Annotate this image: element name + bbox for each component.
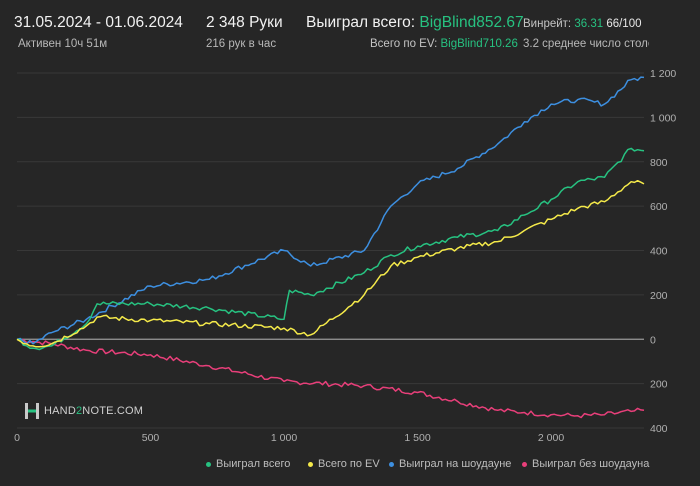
hands-per-hour: 216 рук в час	[206, 38, 277, 50]
series-ev	[16, 179, 645, 348]
ev-total: Всего по EV: BigBlind710.26	[370, 38, 518, 50]
hand2note-logo-icon	[25, 403, 39, 419]
won-total: Выиграл всего: BigBlind852.67	[306, 14, 524, 32]
chart-legend: Выиграл всего Всего по EV Выиграл на шоу…	[0, 458, 700, 474]
y-tick-label: 400	[650, 423, 668, 435]
legend-dot-icon	[522, 461, 527, 467]
series-non-showdown	[16, 338, 645, 419]
y-tick-label: 1 000	[650, 112, 676, 124]
legend-item-ev[interactable]: Всего по EV	[308, 458, 380, 470]
y-tick-label: 200	[650, 379, 668, 391]
legend-item-won-total[interactable]: Выиграл всего	[206, 458, 290, 470]
legend-dot-icon	[206, 461, 211, 467]
legend-item-showdown[interactable]: Выиграл на шоудауне	[389, 458, 511, 470]
ev-total-label: Всего по EV:	[370, 38, 438, 50]
y-tick-label: 600	[650, 201, 668, 213]
y-tick-label: 1 200	[650, 68, 676, 80]
won-total-label: Выиграл всего:	[306, 14, 416, 31]
y-tick-label: 200	[650, 290, 668, 302]
winrate-value: 36.31	[574, 18, 604, 30]
legend-dot-icon	[389, 461, 394, 467]
won-total-value: BigBlind852.67	[419, 14, 524, 31]
x-tick-label: 1 000	[271, 432, 297, 444]
chart-grid	[17, 72, 644, 429]
y-axis-ticks: 1 200 1 000 800 600 400 200 0 200 400	[650, 68, 676, 435]
x-tick-label: 2 000	[538, 432, 564, 444]
y-tick-label: 800	[650, 157, 668, 169]
header: 31.05.2024 - 01.06.2024 Активен 10ч 51м …	[0, 0, 700, 60]
series-showdown	[16, 76, 645, 345]
hand2note-logo: HAND2NOTE.COM	[24, 402, 143, 420]
legend-dot-icon	[308, 461, 313, 467]
x-axis-ticks: 0 500 1 000 1 500 2 000	[14, 432, 564, 444]
date-range: 31.05.2024 - 01.06.2024	[14, 14, 183, 31]
x-tick-label: 1 500	[404, 432, 430, 444]
active-time: Активен 10ч 51м	[18, 38, 108, 50]
winrate: Винрейт: 36.31 66/100	[523, 18, 642, 30]
y-tick-label: 400	[650, 246, 668, 258]
winrate-label: Винрейт:	[523, 18, 572, 30]
hand2note-logo-text: HAND2NOTE.COM	[44, 405, 144, 417]
legend-item-non-showdown[interactable]: Выиграл без шоудауна	[522, 458, 649, 470]
avg-tables: 3.2 среднее число столо	[523, 38, 649, 50]
y-tick-label: 0	[650, 334, 656, 346]
winrate-per: 66/100	[606, 18, 642, 30]
hands-count: 2 348 Руки	[206, 14, 283, 31]
x-tick-label: 500	[142, 432, 160, 444]
ev-total-value: BigBlind710.26	[440, 38, 518, 50]
x-tick-label: 0	[14, 432, 20, 444]
chart-series	[16, 76, 645, 419]
series-won-total	[16, 147, 645, 351]
